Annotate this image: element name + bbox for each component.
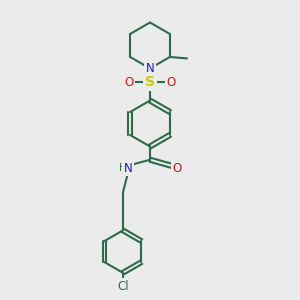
Text: O: O [167,76,176,89]
Text: O: O [172,162,182,175]
Text: Cl: Cl [117,280,129,292]
Text: N: N [146,62,154,75]
Text: H: H [119,163,127,173]
Text: N: N [124,162,133,175]
Text: O: O [124,76,134,89]
Text: S: S [145,75,155,89]
